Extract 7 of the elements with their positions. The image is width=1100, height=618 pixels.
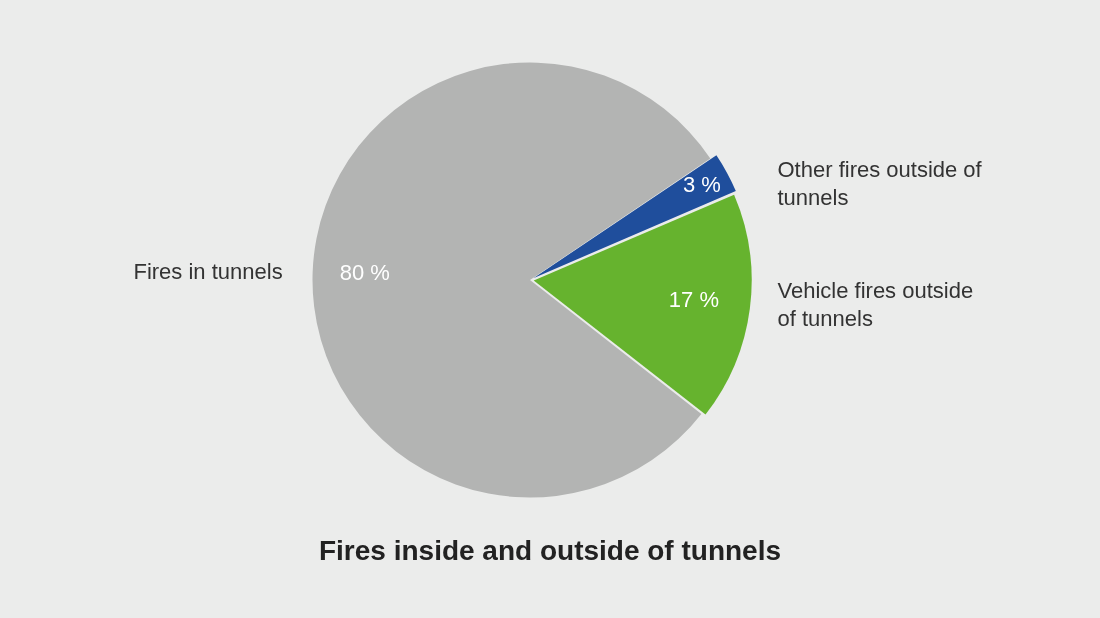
slice-label: Vehicle fires outside of tunnels [777, 277, 974, 331]
data-label: 3 % [682, 172, 721, 198]
data-label: 17 % [668, 287, 719, 313]
slice-label: Other fires outside of tunnels [777, 157, 983, 211]
text: Fires inside and outside of tunnels [318, 534, 782, 566]
slice-label: Fires in tunnels [133, 259, 283, 285]
data-label: 80 % [339, 260, 390, 286]
